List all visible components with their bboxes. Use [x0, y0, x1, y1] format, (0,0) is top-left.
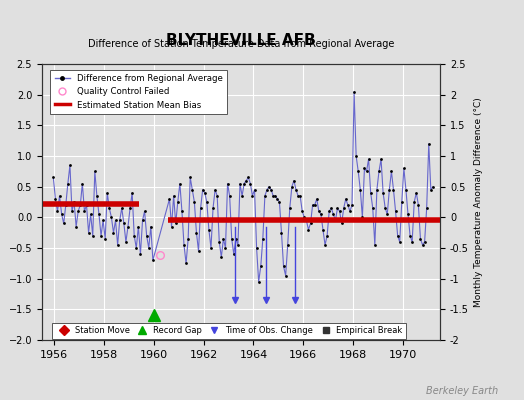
- Y-axis label: Monthly Temperature Anomaly Difference (°C): Monthly Temperature Anomaly Difference (…: [474, 97, 483, 307]
- Text: Difference of Station Temperature Data from Regional Average: Difference of Station Temperature Data f…: [88, 39, 394, 49]
- Title: BLYTHEVILLE AFB: BLYTHEVILLE AFB: [166, 32, 316, 48]
- Legend: Station Move, Record Gap, Time of Obs. Change, Empirical Break: Station Move, Record Gap, Time of Obs. C…: [52, 323, 406, 338]
- Text: Berkeley Earth: Berkeley Earth: [425, 386, 498, 396]
